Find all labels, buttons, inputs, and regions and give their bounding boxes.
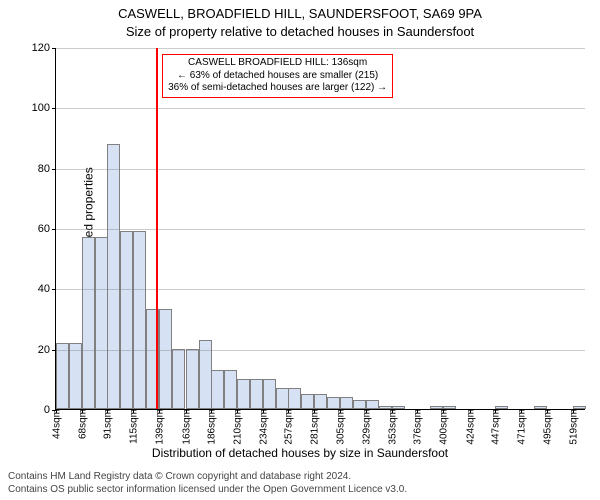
gridline xyxy=(56,350,585,351)
histogram-bar xyxy=(288,388,301,409)
histogram-bar xyxy=(250,379,263,409)
histogram-bar xyxy=(186,349,199,409)
histogram-bar xyxy=(133,231,146,409)
chart-subtitle: Size of property relative to detached ho… xyxy=(0,24,600,39)
y-tick-label: 120 xyxy=(32,42,56,54)
footer-line-2: Contains OS public sector information li… xyxy=(8,483,407,496)
y-tick-label: 80 xyxy=(38,163,56,175)
marker-line xyxy=(156,48,158,409)
histogram-chart: CASWELL, BROADFIELD HILL, SAUNDERSFOOT, … xyxy=(0,0,600,500)
x-tick-label: 329sqm xyxy=(360,409,373,445)
x-tick-label: 234sqm xyxy=(256,409,269,445)
histogram-bar xyxy=(69,343,82,409)
footer-attribution: Contains HM Land Registry data © Crown c… xyxy=(8,470,407,496)
histogram-bar xyxy=(82,237,95,409)
x-tick-label: 44sqm xyxy=(50,409,63,439)
x-tick-label: 68sqm xyxy=(76,409,89,439)
gridline xyxy=(56,48,585,49)
histogram-bar xyxy=(327,397,340,409)
y-tick-label: 20 xyxy=(38,344,56,356)
histogram-bar xyxy=(301,394,314,409)
x-tick-label: 305sqm xyxy=(334,409,347,445)
x-tick-label: 424sqm xyxy=(463,409,476,445)
histogram-bar xyxy=(211,370,224,409)
chart-title: CASWELL, BROADFIELD HILL, SAUNDERSFOOT, … xyxy=(0,6,600,21)
x-tick-label: 447sqm xyxy=(488,409,501,445)
y-tick-label: 100 xyxy=(32,102,56,114)
x-tick-label: 376sqm xyxy=(411,409,424,445)
footer-line-1: Contains HM Land Registry data © Crown c… xyxy=(8,470,407,483)
histogram-bar xyxy=(120,231,133,409)
x-axis-label: Distribution of detached houses by size … xyxy=(0,446,600,460)
histogram-bar xyxy=(107,144,120,409)
histogram-bar xyxy=(340,397,353,409)
x-tick-label: 186sqm xyxy=(204,409,217,445)
x-tick-label: 115sqm xyxy=(127,409,140,444)
x-tick-label: 471sqm xyxy=(514,409,527,445)
plot-area: CASWELL BROADFIELD HILL: 136sqm ← 63% of… xyxy=(55,48,585,410)
x-tick-label: 495sqm xyxy=(540,409,553,445)
x-tick-label: 210sqm xyxy=(230,409,243,445)
histogram-bar xyxy=(56,343,69,409)
x-tick-label: 353sqm xyxy=(386,409,399,445)
annotation-line-2: ← 63% of detached houses are smaller (21… xyxy=(168,70,387,83)
histogram-bar xyxy=(237,379,250,409)
histogram-bar xyxy=(224,370,237,409)
gridline xyxy=(56,108,585,109)
y-tick-label: 60 xyxy=(38,223,56,235)
histogram-bar xyxy=(314,394,327,409)
y-tick-label: 40 xyxy=(38,283,56,295)
histogram-bar xyxy=(159,309,172,409)
annotation-line-3: 36% of semi-detached houses are larger (… xyxy=(168,82,387,95)
x-tick-label: 519sqm xyxy=(566,409,579,445)
x-tick-label: 281sqm xyxy=(307,409,320,445)
histogram-bar xyxy=(366,400,379,409)
x-tick-label: 163sqm xyxy=(179,409,192,445)
histogram-bar xyxy=(172,349,185,409)
histogram-bar xyxy=(263,379,276,409)
x-tick-label: 139sqm xyxy=(153,409,166,445)
x-tick-label: 257sqm xyxy=(281,409,294,445)
annotation-box: CASWELL BROADFIELD HILL: 136sqm ← 63% of… xyxy=(162,54,393,98)
x-tick-label: 400sqm xyxy=(437,409,450,445)
gridline xyxy=(56,289,585,290)
gridline xyxy=(56,169,585,170)
gridline xyxy=(56,229,585,230)
x-tick-label: 91sqm xyxy=(101,409,114,439)
histogram-bar xyxy=(353,400,366,409)
annotation-line-1: CASWELL BROADFIELD HILL: 136sqm xyxy=(168,57,387,70)
